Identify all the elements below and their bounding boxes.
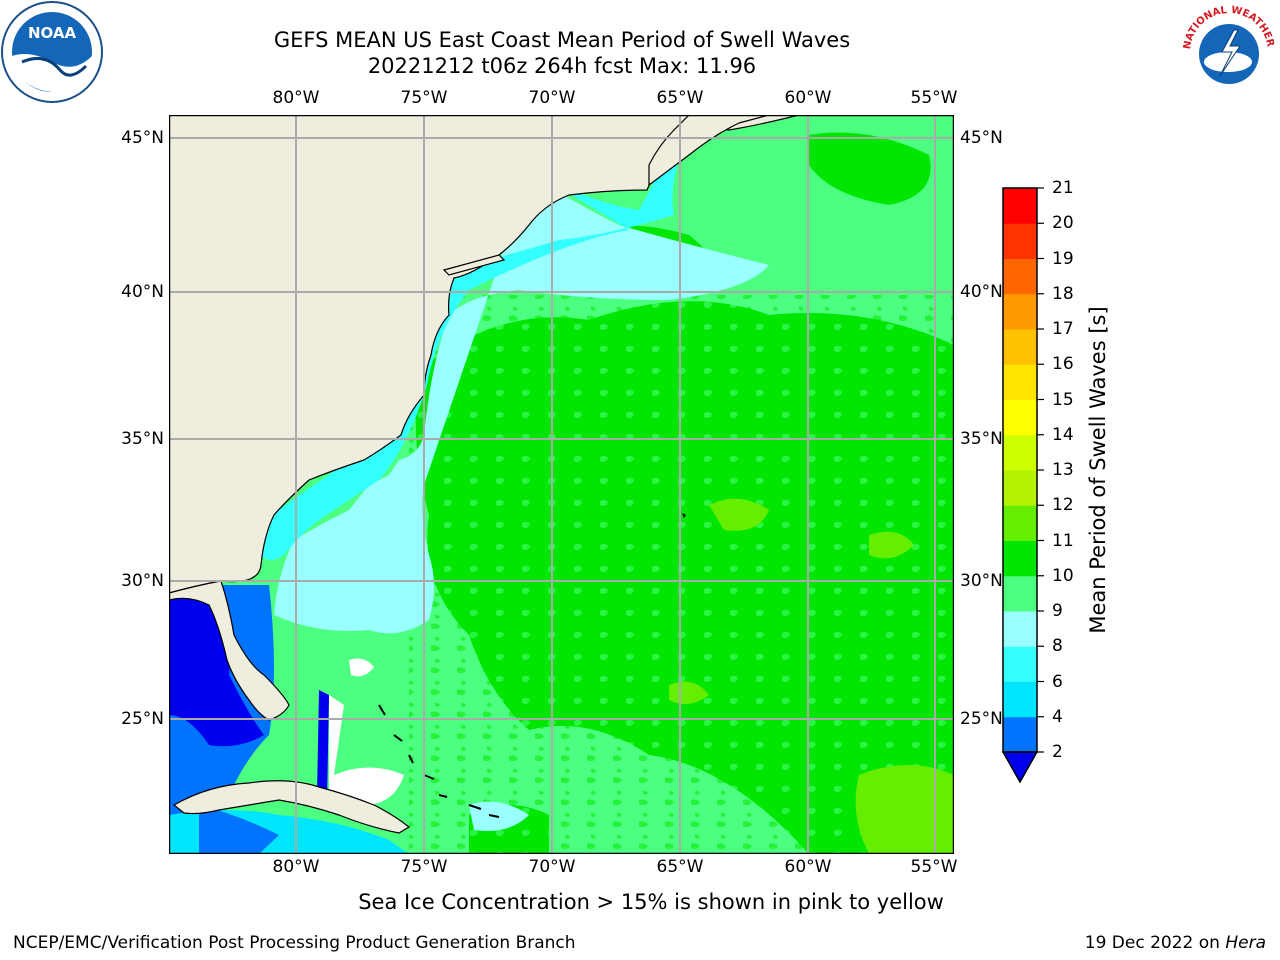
colorbar-band [1003, 293, 1037, 330]
colorbar-tick-label: 20 [1052, 213, 1074, 234]
lat-label-right: 35°N [960, 429, 1003, 449]
colorbar-band [1003, 258, 1037, 295]
footer-machine: Hera [1225, 933, 1266, 953]
swell-region-11s [869, 531, 914, 559]
colorbar-band [1003, 364, 1037, 400]
colorbar-tick-label: 8 [1052, 636, 1063, 657]
colorbar-band [1003, 470, 1037, 506]
lat-label-left: 25°N [121, 709, 164, 729]
colorbar-tick-label: 17 [1052, 319, 1074, 339]
noaa-logo: NOAA [1, 1, 103, 103]
colorbar-band [1003, 716, 1037, 753]
lat-label-right: 40°N [960, 282, 1003, 302]
lon-label-top: 80°W [272, 88, 320, 108]
colorbar-band [1003, 505, 1037, 541]
lon-label-bottom: 70°W [528, 857, 576, 877]
swell-texture [409, 295, 954, 854]
lon-label-top: 65°W [656, 88, 704, 108]
colorbar-band [1003, 611, 1037, 647]
footer-date: 19 Dec 2022 on Hera [1085, 933, 1266, 953]
colorbar-band [1003, 399, 1037, 436]
lon-label-bottom: 55°W [910, 857, 958, 877]
colorbar-tick-label: 4 [1052, 706, 1063, 727]
cuba-land [172, 780, 411, 834]
colorbar-tick-label: 14 [1052, 424, 1074, 445]
lat-label-left: 35°N [121, 429, 164, 449]
colorbar-tick-label: 12 [1052, 495, 1074, 516]
colorbar-tick-label: 16 [1052, 354, 1074, 375]
island [378, 704, 500, 818]
colorbar-tick-label: 10 [1052, 565, 1074, 586]
noaa-logo-text: NOAA [28, 24, 77, 42]
map-frame [169, 115, 954, 854]
colorbar-tick-label: 15 [1052, 389, 1074, 410]
swell-region-11s [709, 498, 769, 531]
colorbar-tick-label: 18 [1052, 283, 1074, 304]
lat-label-right: 45°N [960, 128, 1003, 148]
lon-label-top: 60°W [784, 88, 832, 108]
lon-label-top: 75°W [400, 88, 448, 108]
colorbar-tick-label: 9 [1052, 601, 1063, 621]
swell-region-8s [309, 581, 399, 621]
lon-label-top: 55°W [910, 88, 958, 108]
colorbar-tick-label: 19 [1052, 248, 1074, 269]
gulf-region-2s [169, 670, 199, 711]
swell-region-11s [855, 765, 954, 854]
colorbar-band [1003, 575, 1037, 612]
colorbar-band [1003, 540, 1037, 577]
colorbar-tick-label: 11 [1052, 530, 1074, 551]
colorbar-under-arrow [1001, 751, 1039, 784]
colorbar-band [1003, 434, 1037, 471]
lon-label-bottom: 75°W [400, 857, 448, 877]
colorbar-band [1003, 329, 1037, 365]
swell-region-8s [274, 175, 769, 634]
colorbar-band [1003, 646, 1037, 682]
footer-date-text: 19 Dec 2022 on [1084, 933, 1220, 953]
lat-label-right: 25°N [960, 709, 1003, 729]
lat-label-left: 45°N [121, 128, 164, 148]
lon-label-bottom: 80°W [272, 857, 320, 877]
lat-label-right: 30°N [960, 571, 1003, 591]
colorbar-band [1003, 223, 1037, 259]
colorbar-tick-label: 6 [1052, 671, 1063, 692]
lon-label-bottom: 60°W [784, 857, 832, 877]
colorbar-band [1003, 188, 1037, 224]
colorbar-tick-label: 21 [1052, 178, 1074, 198]
lat-label-left: 40°N [121, 282, 164, 302]
gulf-region-2s [169, 590, 264, 747]
lon-label-top: 70°W [528, 88, 576, 108]
long-island [442, 254, 506, 276]
colorbar-band [1003, 681, 1037, 718]
map-title: GEFS MEAN US East Coast Mean Period of S… [273, 28, 851, 52]
lon-label-bottom: 65°W [656, 857, 704, 877]
colorbar [1001, 187, 1044, 784]
colorbar-tick-label: 2 [1052, 742, 1063, 762]
nws-logo: NATIONAL WEATHER SERVICE [1178, 0, 1276, 99]
map-subtitle: 20221212 t06z 264h fcst Max: 11.96 [367, 54, 757, 78]
footer-credit: NCEP/EMC/Verification Post Processing Pr… [13, 933, 576, 953]
swell-region-10s [809, 132, 931, 205]
colorbar-tick-label: 13 [1052, 460, 1074, 480]
colorbar-label: Mean Period of Swell Waves [s] [1086, 306, 1110, 634]
bahamas-shallow [329, 695, 404, 805]
graticule [169, 115, 954, 854]
bahamas-shallow [349, 658, 374, 677]
swell-period-map [169, 115, 954, 854]
lat-label-left: 30°N [121, 571, 164, 591]
caribbean-region-4s [199, 805, 279, 854]
sea-ice-note: Sea Ice Concentration > 15% is shown in … [358, 890, 944, 914]
florida-land [169, 580, 290, 721]
island [682, 513, 686, 518]
